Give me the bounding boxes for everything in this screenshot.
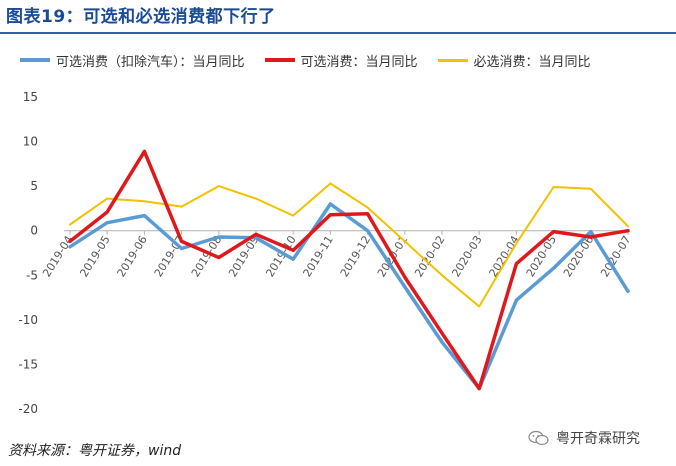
watermark: 粤开奇霖研究 <box>528 428 640 448</box>
y-tick-label: 0 <box>30 224 38 238</box>
x-tick-label: 2020-02 <box>412 233 447 279</box>
y-tick-label: 15 <box>23 90 38 104</box>
legend-swatch-series-2 <box>264 58 295 62</box>
legend-item-series-3: 必选消费：当月同比 <box>437 51 591 70</box>
watermark-text: 粤开奇霖研究 <box>556 431 640 447</box>
series-line-3 <box>69 182 629 308</box>
legend-label-series-2: 可选消费：当月同比 <box>300 54 418 70</box>
y-tick-label: 5 <box>30 179 38 193</box>
y-tick-label: 10 <box>23 135 38 149</box>
x-tick-label: 2019-12 <box>338 233 373 279</box>
series-line-2 <box>68 149 630 391</box>
chart-title: 图表19：可选和必选消费都下行了 <box>6 7 276 27</box>
legend-item-series-1: 可选消费（扣除汽车）：当月同比 <box>20 51 245 70</box>
legend: 可选消费（扣除汽车）：当月同比 可选消费：当月同比 必选消费：当月同比 <box>20 50 611 70</box>
legend-swatch-series-3 <box>437 58 468 62</box>
legend-label-series-1: 可选消费（扣除汽车）：当月同比 <box>56 54 245 70</box>
x-tick-label: 2020-04 <box>487 233 522 279</box>
y-tick-label: -10 <box>18 313 38 327</box>
x-tick-label: 2020-03 <box>449 233 484 279</box>
legend-swatch-series-1 <box>20 58 50 62</box>
y-tick-label: -5 <box>26 268 38 282</box>
y-tick-label: -15 <box>18 357 38 371</box>
y-tick-label: -20 <box>18 402 38 416</box>
legend-label-series-3: 必选消费：当月同比 <box>473 54 591 70</box>
legend-item-series-2: 可选消费：当月同比 <box>264 51 418 70</box>
source-note: 资料来源：粤开证券，wind <box>8 443 182 459</box>
x-tick-label: 2019-06 <box>115 233 150 279</box>
series-line-1 <box>68 202 630 391</box>
title-divider <box>0 32 676 34</box>
wechat-icon <box>528 430 549 446</box>
